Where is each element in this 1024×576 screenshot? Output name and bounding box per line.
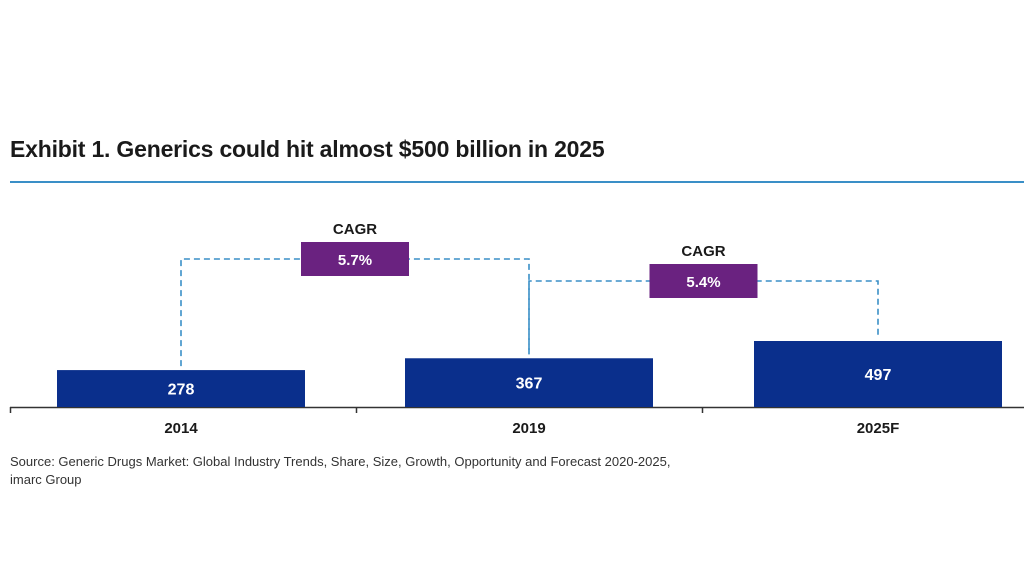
cagr-badge xyxy=(649,264,758,298)
cagr-value: 5.4% xyxy=(686,274,720,291)
bar-2014 xyxy=(57,370,305,407)
bar-value-label: 497 xyxy=(865,367,892,384)
source-note: Source: Generic Drugs Market: Global Ind… xyxy=(10,453,670,489)
bar-2019 xyxy=(405,358,653,407)
source-line-1: Source: Generic Drugs Market: Global Ind… xyxy=(10,454,671,469)
cagr-connector xyxy=(528,280,879,355)
title-divider xyxy=(10,181,1024,183)
x-tick-label: 2019 xyxy=(512,420,545,437)
bar-value-label: 278 xyxy=(168,382,195,399)
bar-value-label: 367 xyxy=(516,376,543,393)
x-tick-label: 2014 xyxy=(164,420,198,437)
cagr-value: 5.7% xyxy=(338,252,372,269)
cagr-badge xyxy=(301,242,409,276)
x-tick-label: 2025F xyxy=(857,420,900,437)
cagr-label: CAGR xyxy=(681,243,725,260)
source-line-2: imarc Group xyxy=(10,472,82,487)
bar-2025F xyxy=(754,341,1002,407)
chart-title: Exhibit 1. Generics could hit almost $50… xyxy=(10,136,605,162)
cagr-label: CAGR xyxy=(333,221,377,238)
